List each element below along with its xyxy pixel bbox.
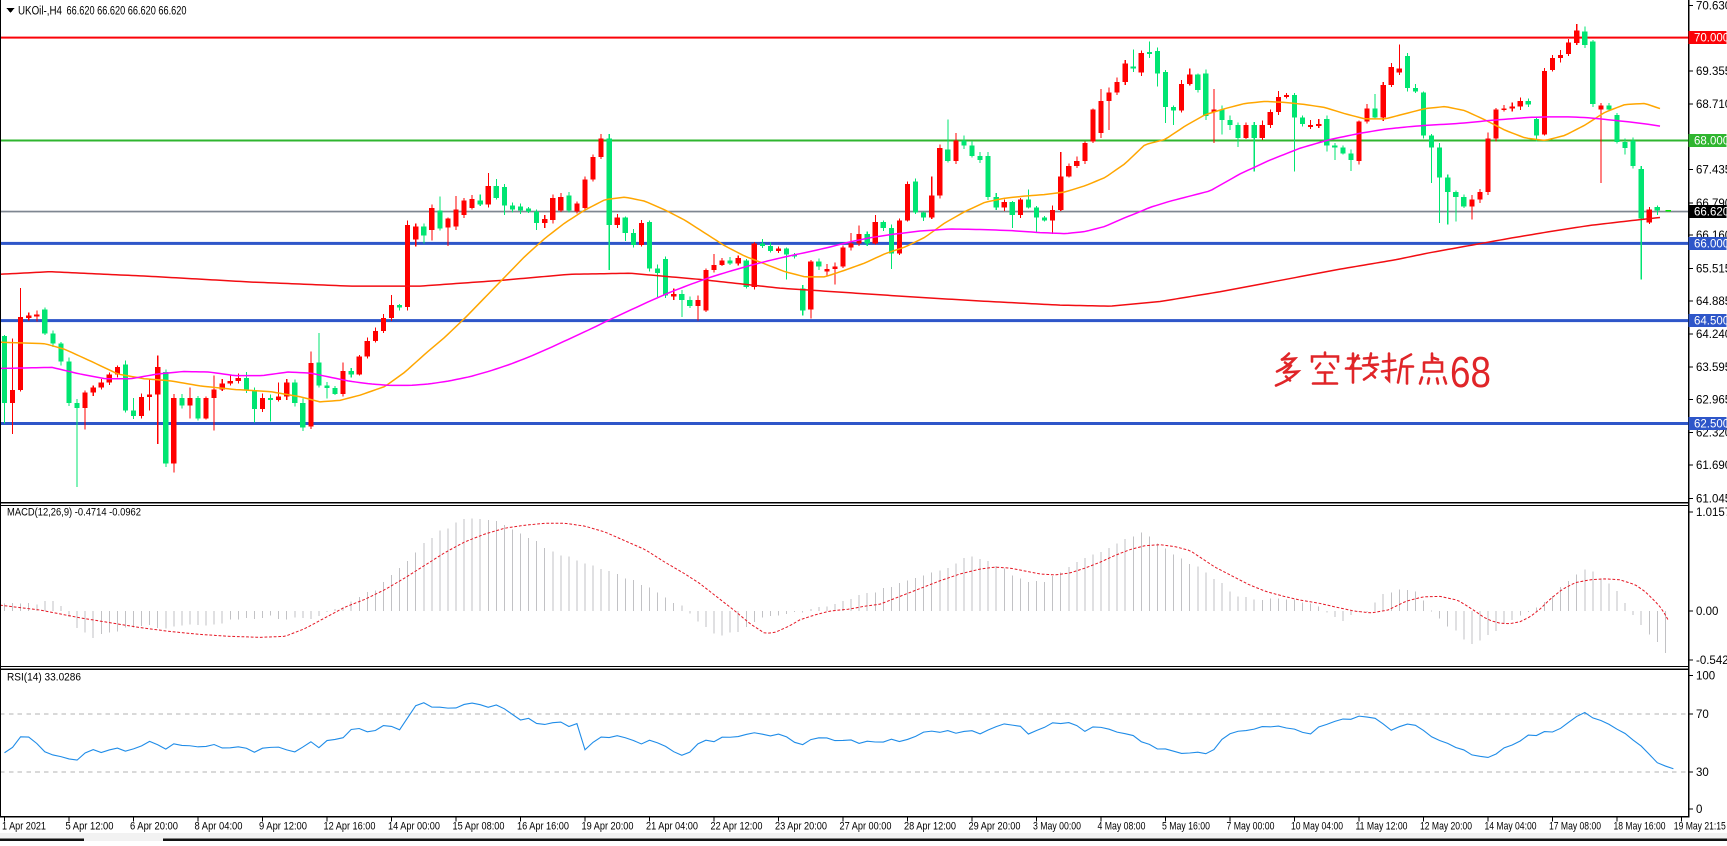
svg-text:10 May 04:00: 10 May 04:00: [1291, 821, 1343, 833]
svg-text:5 Apr 12:00: 5 Apr 12:00: [66, 821, 114, 833]
svg-text:0: 0: [1696, 804, 1702, 816]
svg-text:61.045: 61.045: [1696, 493, 1727, 505]
svg-text:70.000: 70.000: [1694, 33, 1727, 45]
svg-text:5 May 16:00: 5 May 16:00: [1162, 821, 1210, 833]
svg-text:22 Apr 12:00: 22 Apr 12:00: [711, 821, 763, 833]
svg-text:70.630: 70.630: [1696, 1, 1727, 13]
svg-text:3 May 00:00: 3 May 00:00: [1033, 821, 1081, 833]
svg-text:62.320: 62.320: [1696, 428, 1727, 440]
svg-text:UKOil-,H4: UKOil-,H4: [18, 6, 63, 18]
svg-text:68.710: 68.710: [1696, 99, 1727, 111]
svg-text:-0.5422: -0.5422: [1696, 655, 1727, 667]
svg-text:19 May 21:15: 19 May 21:15: [1674, 821, 1726, 833]
svg-text:66.620: 66.620: [1694, 207, 1727, 219]
svg-text:64.885: 64.885: [1696, 296, 1727, 308]
svg-text:19 Apr 20:00: 19 Apr 20:00: [582, 821, 634, 833]
svg-text:14 Apr 00:00: 14 Apr 00:00: [388, 821, 440, 833]
svg-text:100: 100: [1696, 670, 1715, 682]
svg-text:16 Apr 16:00: 16 Apr 16:00: [517, 821, 569, 833]
svg-text:11 May 12:00: 11 May 12:00: [1356, 821, 1408, 833]
svg-text:66.620 66.620 66.620 66.620: 66.620 66.620 66.620 66.620: [67, 6, 187, 18]
svg-text:MACD(12,26,9) -0.4714 -0.0962: MACD(12,26,9) -0.4714 -0.0962: [7, 507, 141, 519]
svg-text:4 May 08:00: 4 May 08:00: [1098, 821, 1146, 833]
svg-text:0.00: 0.00: [1696, 606, 1718, 618]
svg-text:64.240: 64.240: [1696, 329, 1727, 341]
svg-text:12 Apr 16:00: 12 Apr 16:00: [324, 821, 376, 833]
svg-text:23 Apr 20:00: 23 Apr 20:00: [775, 821, 827, 833]
svg-text:63.595: 63.595: [1696, 362, 1727, 374]
svg-text:64.500: 64.500: [1694, 316, 1727, 328]
svg-text:14 May 04:00: 14 May 04:00: [1485, 821, 1537, 833]
svg-text:30: 30: [1696, 767, 1709, 779]
svg-text:7 May 00:00: 7 May 00:00: [1227, 821, 1275, 833]
svg-text:9 Apr 12:00: 9 Apr 12:00: [259, 821, 307, 833]
svg-text:29 Apr 20:00: 29 Apr 20:00: [969, 821, 1021, 833]
svg-text:62.500: 62.500: [1694, 419, 1727, 431]
svg-text:12 May 20:00: 12 May 20:00: [1420, 821, 1472, 833]
svg-text:RSI(14) 33.0286: RSI(14) 33.0286: [7, 672, 81, 684]
svg-text:65.515: 65.515: [1696, 263, 1727, 275]
svg-text:67.435: 67.435: [1696, 165, 1727, 177]
svg-text:61.690: 61.690: [1696, 460, 1727, 472]
svg-text:28 Apr 12:00: 28 Apr 12:00: [904, 821, 956, 833]
svg-text:18 May 16:00: 18 May 16:00: [1614, 821, 1666, 833]
svg-text:27 Apr 00:00: 27 Apr 00:00: [840, 821, 892, 833]
svg-text:6 Apr 20:00: 6 Apr 20:00: [130, 821, 178, 833]
svg-text:8 Apr 04:00: 8 Apr 04:00: [195, 821, 243, 833]
svg-text:66.000: 66.000: [1694, 238, 1727, 250]
svg-text:68.000: 68.000: [1694, 136, 1727, 148]
svg-text:70: 70: [1696, 709, 1709, 721]
svg-text:68: 68: [1450, 348, 1491, 397]
svg-text:62.965: 62.965: [1696, 395, 1727, 407]
svg-text:21 Apr 04:00: 21 Apr 04:00: [646, 821, 698, 833]
svg-text:69.355: 69.355: [1696, 66, 1727, 78]
svg-text:1 Apr 2021: 1 Apr 2021: [2, 821, 46, 833]
svg-text:17 May 08:00: 17 May 08:00: [1549, 821, 1601, 833]
svg-text:1.0157: 1.0157: [1696, 507, 1727, 519]
svg-text:15 Apr 08:00: 15 Apr 08:00: [453, 821, 505, 833]
